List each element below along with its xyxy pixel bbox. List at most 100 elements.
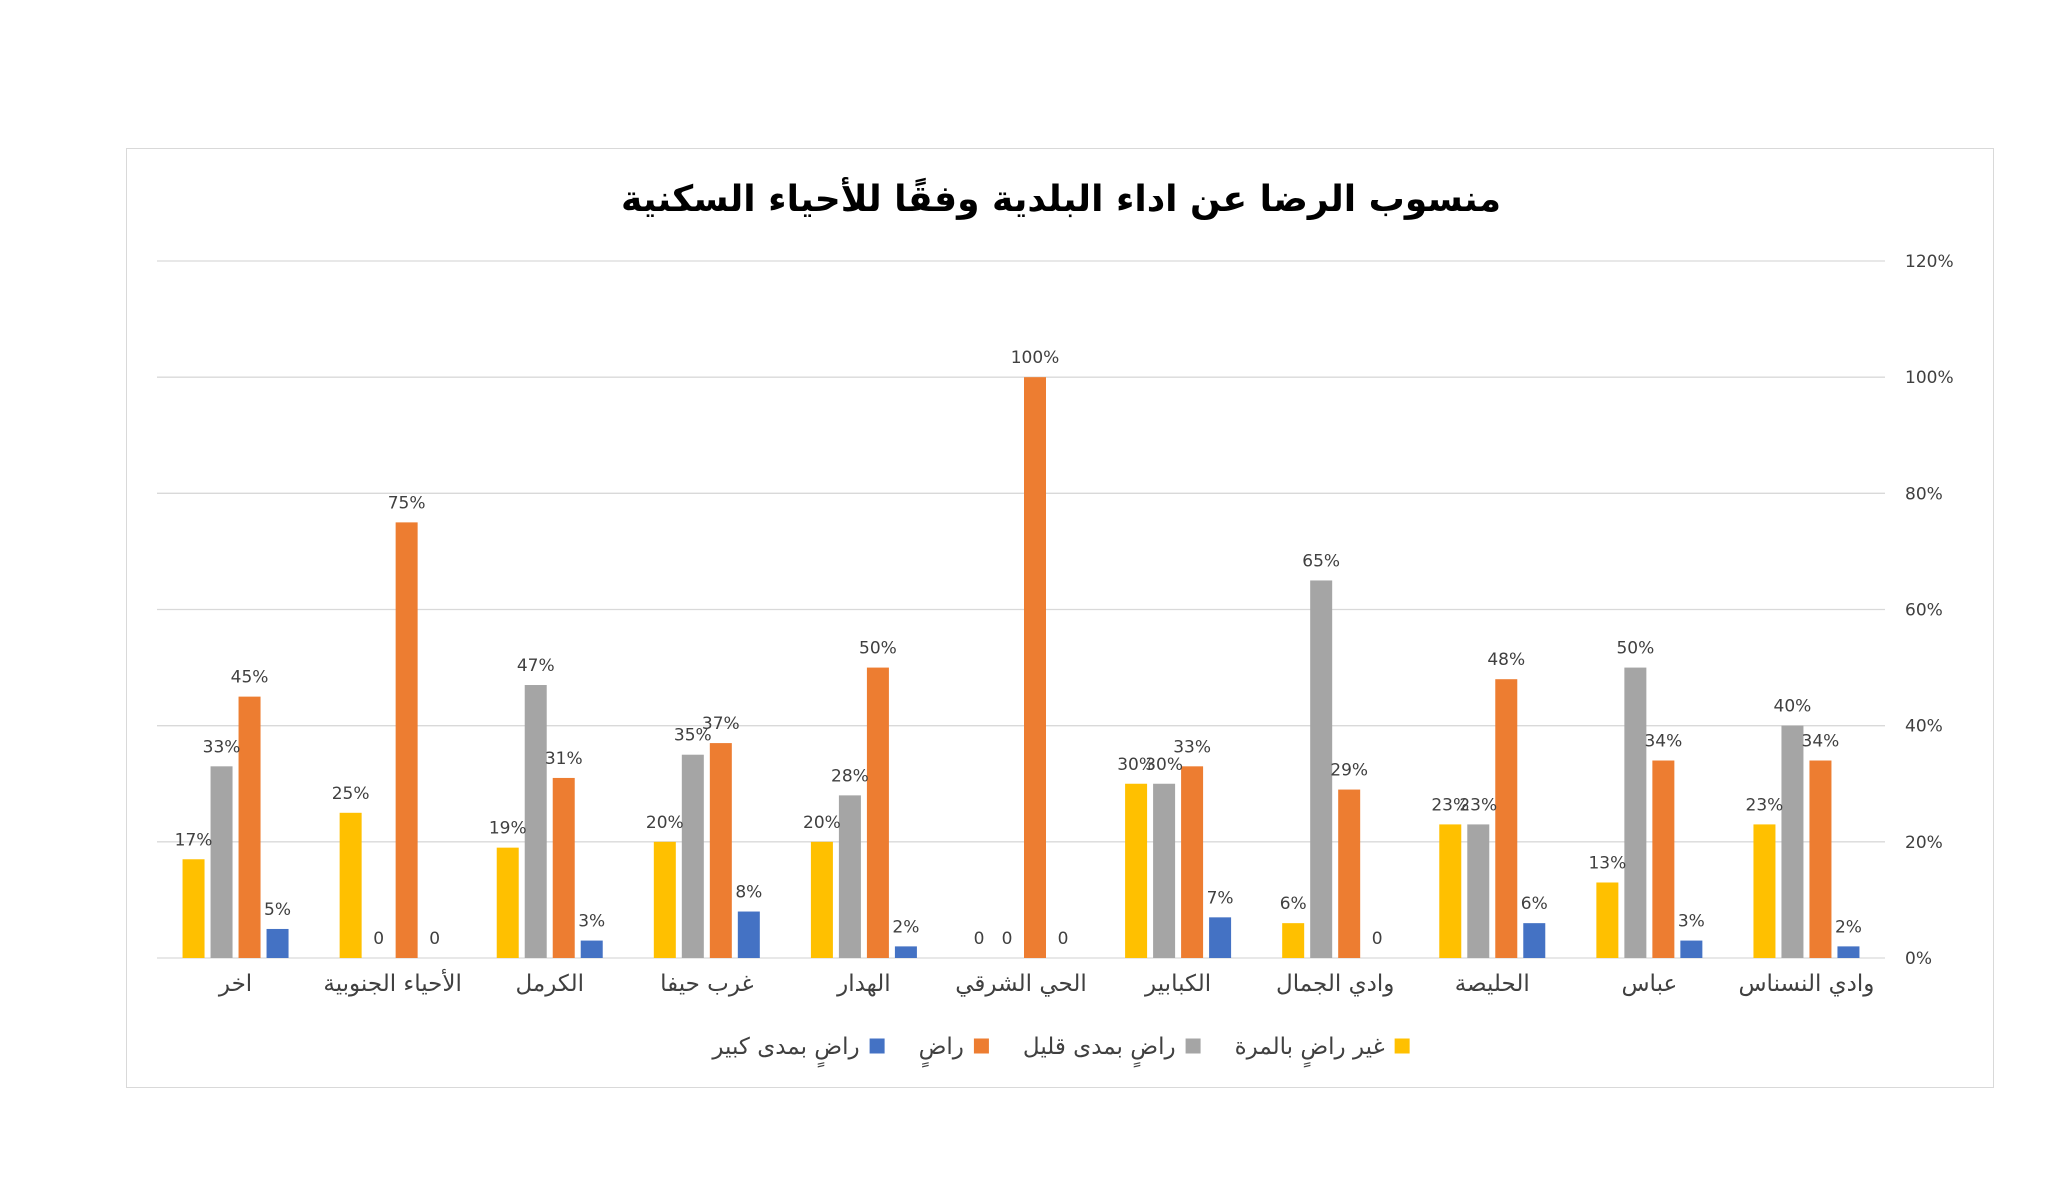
bar <box>552 777 575 958</box>
category-label: وادي الجمال <box>1276 971 1394 997</box>
bar <box>653 841 676 958</box>
data-label: 28% <box>831 766 869 786</box>
bar <box>1181 766 1204 958</box>
chart-frame: منسوب الرضا عن اداء البلدية وفقًا للأحيا… <box>126 148 1994 1088</box>
bars <box>182 377 1860 958</box>
data-label: 0 <box>373 929 384 949</box>
y-tick-label: 60% <box>1905 601 1943 621</box>
bar <box>1467 824 1490 958</box>
legend: غير راضٍ بالمرة راضٍ بمدى قليل راضٍ راضٍ بم… <box>711 1034 1410 1068</box>
data-label: 20% <box>646 813 684 833</box>
bar <box>866 667 889 958</box>
y-tick-label: 0% <box>1905 949 1932 969</box>
category-label: الأحياء الجنوبية <box>323 969 462 997</box>
bar <box>210 766 233 958</box>
data-label: 65% <box>1302 551 1340 571</box>
bar <box>1523 923 1546 958</box>
data-label: 0 <box>429 929 440 949</box>
bar <box>810 841 833 958</box>
data-label: 50% <box>1616 639 1654 659</box>
category-label: الحي الشرقي <box>955 971 1087 997</box>
category-label: الكبابير <box>1144 971 1211 997</box>
data-label: 33% <box>1173 737 1211 757</box>
legend-swatch <box>1185 1038 1201 1054</box>
chart-title: منسوب الرضا عن اداء البلدية وفقًا للأحيا… <box>621 176 1501 220</box>
chart-canvas: منسوب الرضا عن اداء البلدية وفقًا للأحيا… <box>157 176 1954 1068</box>
bar <box>894 946 917 958</box>
data-label: 6% <box>1521 894 1548 914</box>
category-label: الهدار <box>836 971 891 997</box>
data-label: 31% <box>545 749 583 769</box>
data-label: 29% <box>1330 761 1368 781</box>
data-label: 0 <box>1058 929 1069 949</box>
data-label: 45% <box>231 668 269 688</box>
category-label: وادي النسناس <box>1738 971 1874 997</box>
data-label: 7% <box>1207 888 1234 908</box>
bar <box>681 754 704 958</box>
data-label: 2% <box>1835 917 1862 937</box>
data-label: 34% <box>1644 732 1682 752</box>
data-label: 25% <box>332 784 370 804</box>
bar <box>1338 789 1361 958</box>
data-label: 75% <box>388 493 426 513</box>
y-tick-label: 20% <box>1905 833 1943 853</box>
bar <box>1153 783 1176 958</box>
data-label: 6% <box>1280 894 1307 914</box>
data-label: 19% <box>489 819 527 839</box>
category-label: الكرمل <box>515 971 584 997</box>
data-label: 35% <box>674 726 712 746</box>
data-label: 8% <box>735 883 762 903</box>
y-tick-label: 100% <box>1905 368 1954 388</box>
data-label: 5% <box>264 900 291 920</box>
bar <box>395 522 418 958</box>
data-label: 3% <box>578 912 605 932</box>
y-axis-ticks: 0% 20% 40% 60% 80% 100% 120% <box>1905 252 1954 969</box>
legend-label: راضٍ <box>919 1034 964 1068</box>
bar <box>1753 824 1776 958</box>
data-label: 23% <box>1746 795 1784 815</box>
bar <box>1837 946 1860 958</box>
legend-swatch <box>869 1038 885 1054</box>
y-tick-label: 80% <box>1905 484 1943 504</box>
bar <box>1652 760 1675 958</box>
bar <box>1624 667 1647 958</box>
legend-label: غير راضٍ بالمرة <box>1235 1034 1385 1068</box>
bar <box>1310 580 1333 958</box>
x-axis-categories: وادي النسناس عباس الحليصة وادي الجمال الكباب… <box>218 969 1875 997</box>
bar <box>496 847 519 958</box>
gridlines <box>157 260 1885 959</box>
category-label: غرب حيفا <box>660 971 753 997</box>
legend-swatch <box>1394 1038 1410 1054</box>
legend-swatch <box>973 1038 989 1054</box>
data-label: 2% <box>892 917 919 937</box>
data-label: 34% <box>1802 732 1840 752</box>
bar <box>1209 917 1232 958</box>
bar <box>1439 824 1462 958</box>
y-tick-label: 40% <box>1905 717 1943 737</box>
data-label: 37% <box>702 714 740 734</box>
bar <box>339 812 362 958</box>
data-label: 30% <box>1117 755 1155 775</box>
data-label: 33% <box>203 737 241 757</box>
data-label: 0 <box>1002 929 1013 949</box>
data-label: 17% <box>175 830 213 850</box>
data-label: 23% <box>1431 795 1469 815</box>
bar <box>838 795 861 958</box>
data-label: 47% <box>517 656 555 676</box>
bar <box>182 859 205 958</box>
bar <box>709 743 732 958</box>
category-label: الحليصة <box>1455 971 1530 997</box>
bar <box>266 928 289 958</box>
data-label: 23% <box>1459 795 1497 815</box>
bar <box>1024 377 1046 958</box>
bar <box>238 696 261 958</box>
legend-label: راضٍ بمدى قليل <box>1023 1034 1176 1068</box>
data-label: 0 <box>974 929 985 949</box>
y-tick-label: 120% <box>1905 252 1954 272</box>
bar <box>1781 725 1804 958</box>
data-label: 48% <box>1487 650 1525 670</box>
category-label: عباس <box>1621 971 1677 997</box>
data-label: 3% <box>1678 912 1705 932</box>
data-label: 30% <box>1145 755 1183 775</box>
data-label: 100% <box>1011 348 1060 368</box>
